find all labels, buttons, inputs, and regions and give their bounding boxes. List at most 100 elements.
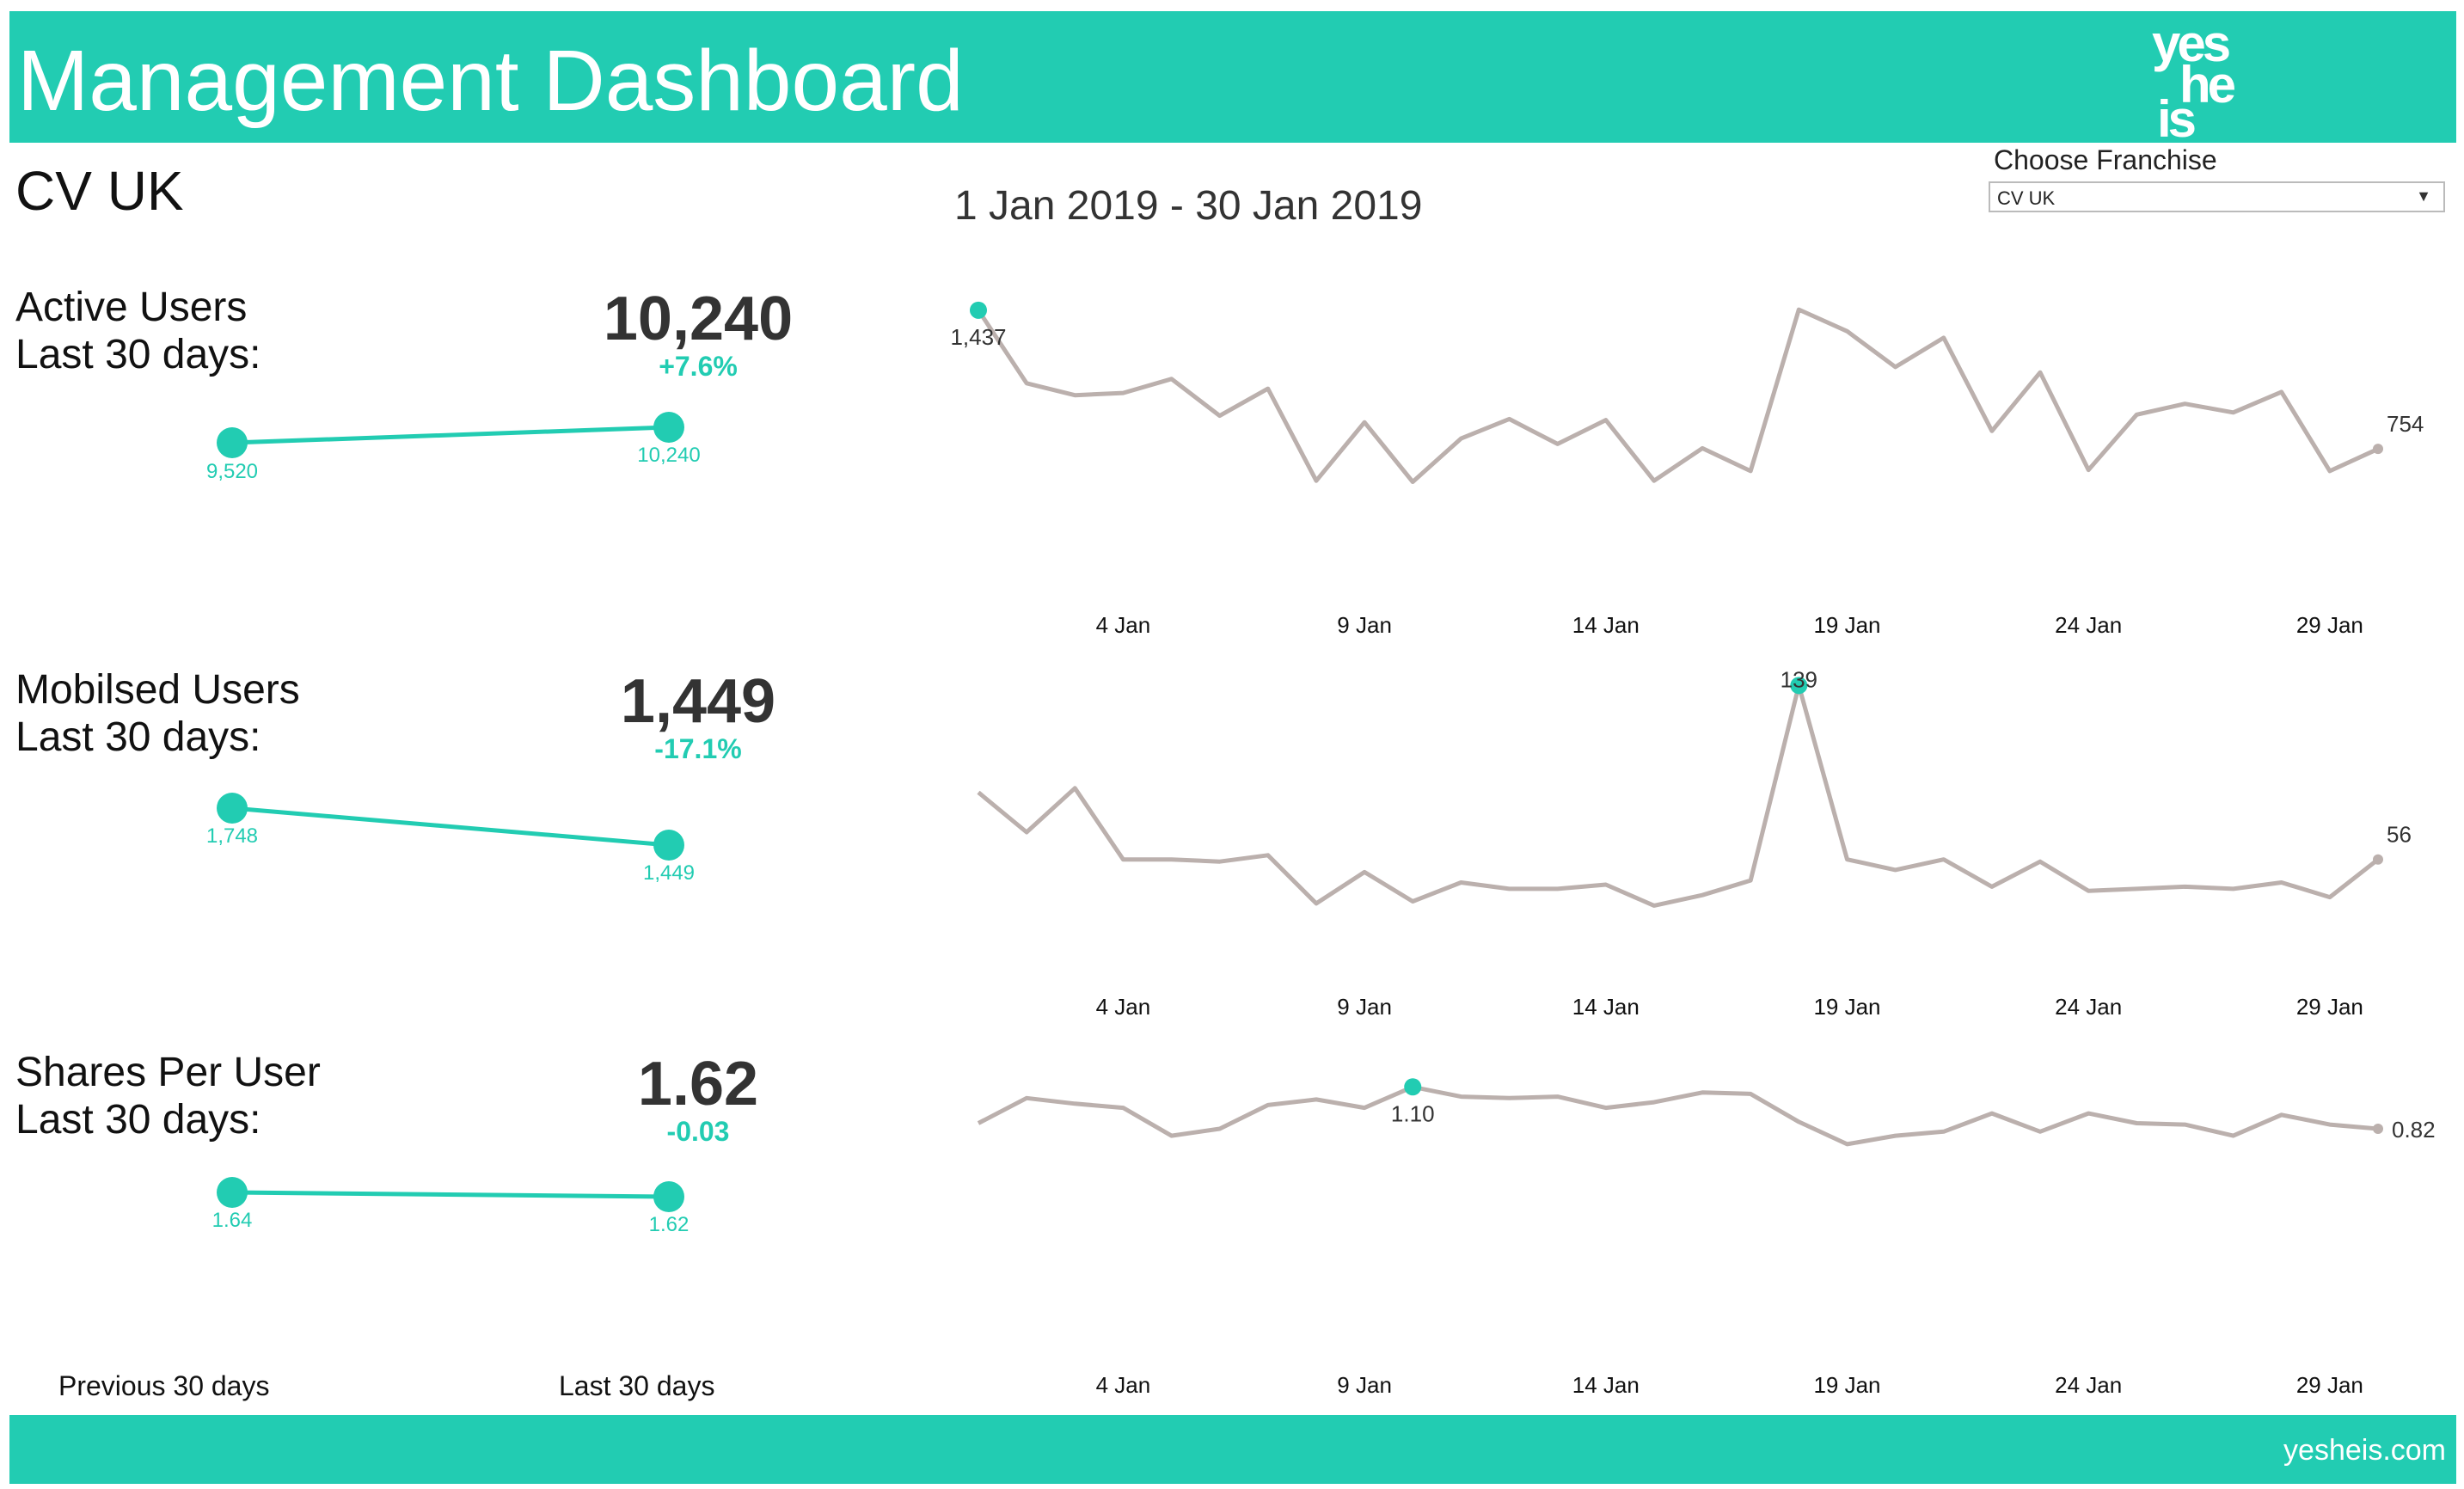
data-point xyxy=(2279,389,2283,394)
data-point xyxy=(1266,387,1270,391)
data-point xyxy=(1217,414,1222,418)
x-tick-label: 9 Jan xyxy=(1337,1372,1392,1398)
last-point xyxy=(653,1181,684,1212)
previous-value-label: 1.64 xyxy=(212,1209,253,1232)
data-point xyxy=(1603,882,1608,886)
shares-per-user-title: Shares Per User xyxy=(15,1050,321,1095)
data-point xyxy=(977,1121,981,1125)
data-point xyxy=(2231,1134,2235,1138)
franchise-name: CV UK xyxy=(15,160,184,222)
data-label: 1,437 xyxy=(950,324,1006,350)
data-point xyxy=(977,790,981,794)
data-point xyxy=(1025,381,1029,385)
data-point xyxy=(1989,429,1994,433)
brand-logo: yes he is xyxy=(2142,18,2262,148)
x-tick-label: 4 Jan xyxy=(1096,612,1151,638)
data-point xyxy=(1507,417,1511,421)
data-point xyxy=(2087,1112,2091,1116)
logo-text-is: is xyxy=(2157,90,2197,148)
data-point xyxy=(1652,479,1656,483)
data-point xyxy=(1459,1094,1463,1099)
previous-point xyxy=(217,427,248,458)
data-point xyxy=(1121,857,1125,861)
data-point xyxy=(1266,853,1270,857)
comparison-line xyxy=(231,425,670,445)
x-tick-label: 29 Jan xyxy=(2296,994,2363,1020)
data-point xyxy=(1314,901,1318,905)
franchise-select[interactable]: CV UK ▼ xyxy=(1989,181,2445,212)
data-point xyxy=(2183,401,2187,406)
data-point xyxy=(2183,885,2187,889)
footer-site-link[interactable]: yesheis.com xyxy=(2283,1434,2446,1467)
data-point xyxy=(1989,885,1994,889)
x-tick-label: 19 Jan xyxy=(1813,1372,1880,1398)
active-users-value: 10,240 xyxy=(603,285,794,353)
x-tick-label: 29 Jan xyxy=(2296,612,2363,638)
last-value-label: 1.62 xyxy=(649,1213,690,1236)
data-point xyxy=(1363,1106,1367,1110)
data-point xyxy=(1749,879,1753,883)
data-point xyxy=(1025,830,1029,835)
data-point xyxy=(1507,1096,1511,1100)
franchise-select-value: CV UK xyxy=(1997,187,2056,209)
data-point xyxy=(1893,867,1897,872)
x-tick-label: 14 Jan xyxy=(1572,612,1640,638)
page-title: Management Dashboard xyxy=(17,33,964,129)
footer-banner: yesheis.com xyxy=(9,1415,2456,1484)
data-point xyxy=(2087,468,2091,472)
data-point xyxy=(2279,1112,2283,1117)
data-point xyxy=(1797,1119,1801,1124)
data-point xyxy=(1555,886,1560,891)
data-point xyxy=(1555,442,1560,446)
data-point xyxy=(1652,904,1656,908)
data-point xyxy=(1701,1090,1705,1094)
shares-per-user-value: 1.62 xyxy=(637,1050,759,1118)
data-point xyxy=(1459,437,1463,441)
data-point xyxy=(970,301,987,319)
data-point xyxy=(1845,1142,1849,1146)
data-point xyxy=(1459,880,1463,885)
series-line-0 xyxy=(976,307,2380,484)
comparison-line xyxy=(231,806,670,848)
data-point xyxy=(1790,677,1808,695)
header-banner: Management Dashboard yes he is xyxy=(9,11,2456,148)
data-point xyxy=(1314,1097,1318,1101)
data-point xyxy=(1893,365,1897,369)
mobilised-users-value: 1,449 xyxy=(620,667,776,736)
mobilised-users-period: Last 30 days: xyxy=(15,714,261,760)
x-tick-label: 24 Jan xyxy=(2055,994,2122,1020)
data-point xyxy=(1893,1134,1897,1138)
date-range: 1 Jan 2019 - 30 Jan 2019 xyxy=(954,183,1423,229)
data-point xyxy=(2279,880,2283,885)
x-tick-label: 29 Jan xyxy=(2296,1372,2363,1398)
data-point xyxy=(2327,895,2332,899)
data-point xyxy=(1603,1106,1608,1110)
series-line-1 xyxy=(977,683,2380,908)
last-value-label: 1,449 xyxy=(643,861,695,885)
data-point xyxy=(1217,860,1222,864)
x-tick-label: 14 Jan xyxy=(1572,1372,1640,1398)
data-point xyxy=(1073,1101,1077,1106)
data-point xyxy=(1749,469,1753,473)
comparison-line xyxy=(231,1190,670,1199)
data-point xyxy=(1797,308,1801,312)
data-point xyxy=(2327,469,2332,473)
data-point xyxy=(1941,335,1946,340)
data-point xyxy=(2038,860,2043,864)
data-point xyxy=(1314,479,1318,483)
data-point xyxy=(2373,1124,2383,1134)
data-point xyxy=(2135,1121,2139,1125)
last-value-label: 10,240 xyxy=(637,444,700,467)
data-point xyxy=(1701,446,1705,450)
active-users-title: Active Users xyxy=(15,285,248,330)
legend-last-30-days: Last 30 days xyxy=(559,1370,715,1401)
data-label: 1.10 xyxy=(1391,1100,1435,1126)
data-point xyxy=(2087,889,2091,893)
x-tick-label: 19 Jan xyxy=(1813,994,1880,1020)
x-tick-label: 14 Jan xyxy=(1572,994,1640,1020)
dropdown-arrow-icon[interactable]: ▼ xyxy=(2416,187,2431,205)
active-users-change: +7.6% xyxy=(659,351,738,382)
data-point xyxy=(1121,391,1125,395)
legend-previous-30-days: Previous 30 days xyxy=(58,1370,270,1401)
